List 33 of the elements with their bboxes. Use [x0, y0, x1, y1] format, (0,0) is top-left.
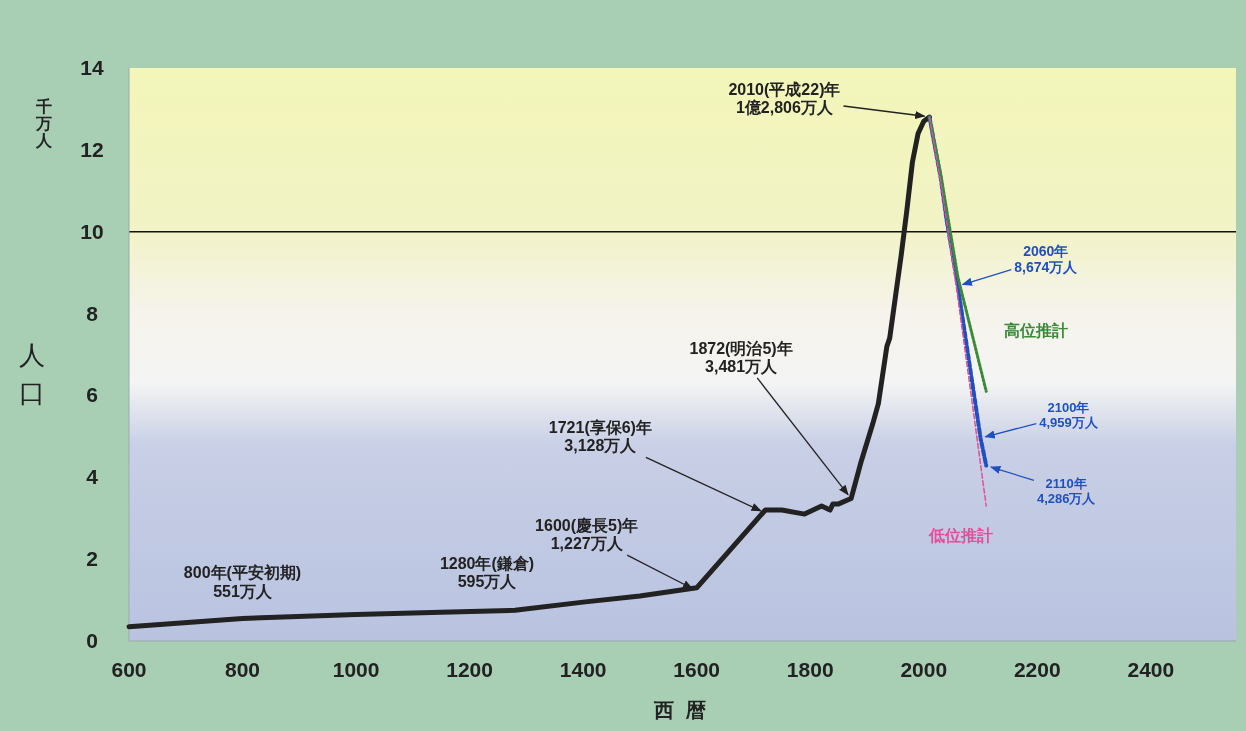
y-tick-label: 0 — [86, 629, 98, 652]
y-tick-label: 2 — [86, 547, 98, 571]
annotation: 2110年 4,286万人 — [1036, 475, 1097, 506]
x-tick-label: 2400 — [1127, 658, 1175, 681]
x-tick-label: 800 — [225, 658, 261, 681]
y-tick-label: 14 — [80, 56, 104, 79]
series-label: 低位推計 — [928, 526, 994, 544]
y-tick-label: 12 — [80, 137, 104, 161]
annotation: 1280年(鎌倉) 595万人 — [439, 554, 535, 591]
annotation: 2010(平成22)年 1億2,806万人 — [728, 80, 841, 117]
text: 千万人 — [35, 98, 53, 149]
x-tick-label: 600 — [111, 658, 147, 681]
annotation: 2060年 8,674万人 — [1014, 242, 1079, 276]
y-tick-label: 10 — [80, 219, 104, 243]
line-series — [927, 115, 988, 393]
annotation: 1872(明治5)年 3,481万人 — [689, 339, 793, 375]
annotation: 2100年 4,959万人 — [1039, 400, 1099, 430]
x-tick-label: 2200 — [1013, 658, 1061, 681]
y-tick-label: 6 — [86, 383, 98, 407]
annotation: 800年(平安初期) 551万人 — [183, 563, 302, 600]
x-axis-title: 西暦 — [653, 699, 718, 721]
x-tick-label: 1000 — [332, 658, 380, 681]
x-tick-label: 1400 — [559, 658, 607, 681]
x-tick-label: 1200 — [446, 658, 493, 681]
x-tick-label: 2000 — [900, 658, 948, 681]
annotation: 1721(享保6)年 3,128万人 — [548, 417, 652, 455]
annotation: 1600(慶長5)年 1,227万人 — [535, 516, 639, 553]
series-label: 高位推計 — [1004, 321, 1069, 340]
x-tick-label: 1800 — [786, 658, 834, 681]
y-axis-title: 人口 — [19, 340, 45, 408]
y-tick-label: 4 — [86, 465, 99, 489]
x-tick-label: 1600 — [673, 658, 721, 681]
y-tick-label: 8 — [86, 301, 99, 325]
